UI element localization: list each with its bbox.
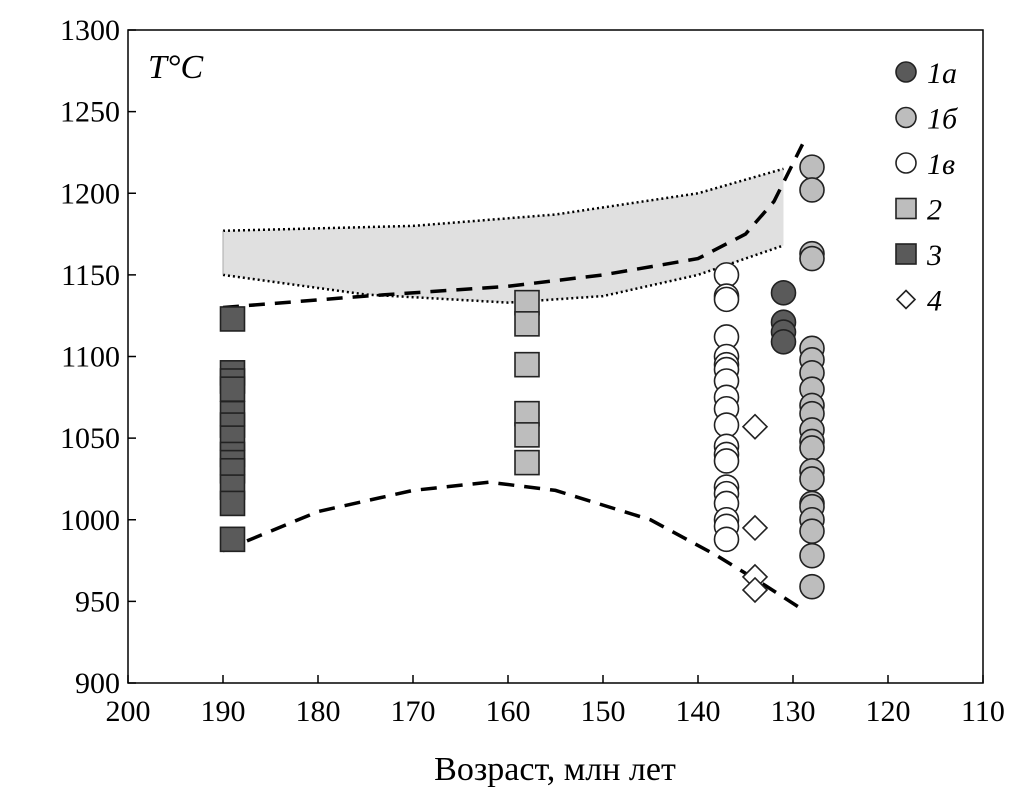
x-tick-label: 180 (296, 695, 341, 728)
data-points (219, 154, 825, 604)
legend-marker-1б (895, 106, 917, 129)
legend-label: 4 (927, 285, 942, 318)
data-point-1в (713, 412, 740, 438)
legend-label: 3 (926, 239, 942, 272)
data-point-1б (799, 154, 825, 180)
x-tick-label: 110 (961, 695, 1005, 728)
y-tick-label: 900 (75, 667, 120, 700)
chart-title: T°C (148, 49, 204, 86)
data-point-2 (514, 351, 540, 378)
data-point-1в (713, 262, 740, 288)
data-point-2 (514, 449, 540, 476)
data-point-1б (799, 435, 825, 461)
data-point-1б (799, 177, 825, 203)
y-tick-label: 1300 (60, 14, 120, 47)
data-point-2 (514, 400, 540, 427)
data-point-3 (219, 306, 246, 332)
plot-frame (127, 29, 984, 684)
data-point-1а (770, 280, 797, 306)
shaded-band (222, 167, 784, 304)
data-point-1в (713, 286, 740, 313)
data-point-1б (799, 542, 825, 569)
y-tick-label: 1100 (61, 341, 120, 374)
data-point-4 (741, 514, 769, 542)
x-axis-label: Возраст, млн лет (434, 751, 676, 788)
data-point-4 (741, 576, 769, 604)
data-point-1в (713, 526, 740, 553)
x-tick-label: 140 (676, 695, 721, 728)
band-upper-dotted-line (222, 167, 784, 233)
y-tick-label: 1250 (60, 96, 120, 129)
data-point-1б (799, 245, 825, 272)
y-tick-label: 950 (75, 585, 120, 618)
data-point-3 (219, 376, 246, 402)
legend-marker-2 (895, 197, 917, 220)
data-point-3 (219, 526, 246, 553)
legend-marker-4 (895, 289, 917, 310)
y-tick-label: 1200 (60, 177, 120, 210)
upper-dashed-curve (222, 143, 805, 310)
data-point-1б (799, 466, 825, 492)
data-point-1в (713, 448, 740, 474)
legend-marker-1в (895, 152, 917, 174)
legend: 1а 1б 1в 2 3 4 (895, 57, 958, 318)
x-tick-label: 160 (486, 695, 531, 728)
legend-marker-3 (895, 243, 917, 265)
x-tick-label: 190 (201, 695, 246, 728)
x-tick-label: 120 (866, 695, 911, 728)
data-point-2 (514, 422, 540, 448)
data-point-1б (799, 518, 825, 544)
y-tick-label: 1000 (60, 504, 120, 537)
y-tick-label: 1150 (61, 259, 120, 292)
legend-label: 1в (927, 148, 955, 181)
data-point-2 (514, 311, 540, 337)
y-tick-label: 1050 (60, 422, 120, 455)
legend-label: 1б (927, 103, 958, 136)
x-tick-label: 170 (391, 695, 436, 728)
legend-label: 1а (927, 57, 957, 90)
x-tick-label: 130 (771, 695, 816, 728)
axis-ticks: 200 190 180 170 160 150 140 130 120 110 900 950 1000… (60, 14, 1005, 728)
data-point-3 (219, 490, 246, 517)
band-fill (223, 168, 784, 303)
data-point-4 (741, 413, 769, 440)
legend-label: 2 (927, 194, 942, 227)
data-point-1б (799, 573, 825, 600)
x-tick-label: 200 (106, 695, 151, 728)
data-point-1а (770, 329, 797, 355)
data-point-2 (514, 289, 540, 316)
x-tick-label: 150 (581, 695, 626, 728)
legend-marker-1а (895, 61, 917, 83)
